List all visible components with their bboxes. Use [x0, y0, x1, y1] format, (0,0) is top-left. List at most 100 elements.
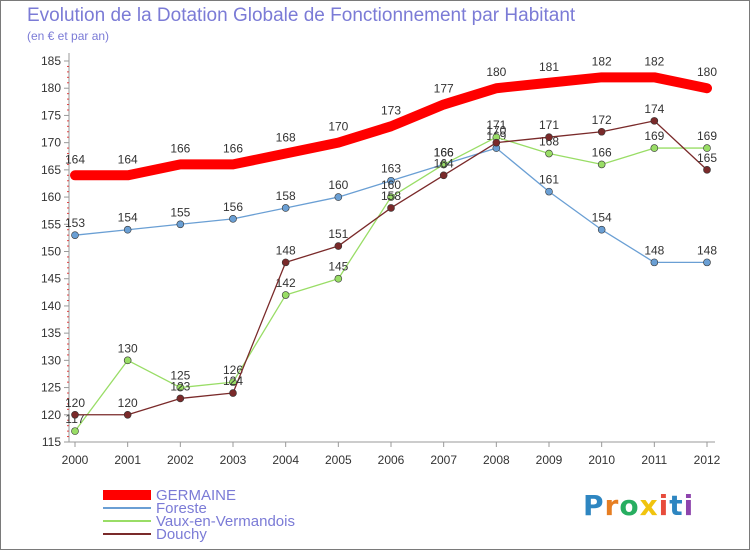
x-tick-label: 2007 — [430, 453, 457, 467]
y-tick-label: 145 — [41, 272, 61, 286]
series-layer: 1531541551561581601631661691611541481481… — [65, 54, 717, 435]
data-label: 156 — [223, 200, 243, 214]
data-label: 161 — [539, 173, 559, 187]
data-label: 145 — [328, 260, 348, 274]
data-point — [176, 394, 185, 403]
data-label: 160 — [381, 178, 401, 192]
data-label: 164 — [434, 156, 454, 170]
data-point — [229, 215, 237, 223]
data-point — [650, 144, 659, 152]
y-tick-label: 175 — [41, 108, 61, 122]
data-label: 171 — [539, 118, 559, 132]
x-tick-label: 2002 — [167, 453, 194, 467]
data-label: 125 — [170, 369, 190, 383]
x-tick-label: 2010 — [588, 453, 615, 467]
data-label: 181 — [539, 60, 559, 74]
data-label: 170 — [486, 124, 506, 138]
data-label: 124 — [223, 374, 243, 388]
logo-letter: i — [658, 489, 670, 522]
y-tick-label: 170 — [41, 136, 61, 150]
data-point — [123, 225, 132, 234]
data-point — [229, 378, 237, 386]
data-label: 158 — [381, 189, 401, 203]
y-tick-label: 160 — [41, 190, 61, 204]
data-point — [281, 258, 290, 267]
data-point — [176, 383, 185, 392]
data-point — [545, 149, 553, 158]
logo-letter: t — [669, 489, 684, 522]
data-point — [334, 274, 343, 283]
data-label: 168 — [276, 131, 296, 145]
data-label: 166 — [434, 145, 454, 159]
data-point — [281, 291, 290, 299]
data-label: 171 — [486, 118, 506, 132]
data-label: 164 — [65, 152, 85, 166]
data-point — [703, 144, 711, 152]
x-tick-label: 2006 — [378, 453, 405, 467]
data-point — [439, 171, 448, 180]
data-label: 120 — [65, 396, 85, 410]
y-tick-label: 180 — [41, 81, 61, 95]
legend-label: Foreste — [156, 500, 207, 517]
x-tick-label: 2008 — [483, 453, 510, 467]
y-tick-label: 125 — [41, 381, 61, 395]
data-point — [597, 225, 606, 234]
data-label: 169 — [644, 129, 664, 143]
y-tick-label: 165 — [41, 163, 61, 177]
x-tick-label: 2000 — [62, 453, 89, 467]
data-label: 170 — [328, 120, 348, 134]
data-point — [492, 138, 501, 147]
data-point — [439, 160, 448, 169]
data-label: 177 — [434, 82, 454, 96]
data-point — [229, 389, 237, 397]
data-point — [281, 204, 290, 212]
data-point — [650, 117, 659, 125]
y-tick-label: 115 — [42, 435, 61, 449]
data-point — [703, 258, 711, 267]
data-label: 164 — [118, 152, 138, 166]
chart-subtitle: (en € et par an) — [27, 29, 110, 43]
data-label: 166 — [592, 145, 612, 159]
logo-letter: x — [639, 489, 659, 522]
legend-label: GERMAINE — [156, 487, 236, 504]
data-label: 154 — [118, 211, 138, 225]
data-point — [597, 127, 606, 136]
x-tick-label: 2005 — [325, 453, 352, 467]
data-label: 130 — [118, 341, 138, 355]
x-tick-label: 2004 — [272, 453, 299, 467]
y-tick-label: 140 — [41, 299, 61, 313]
data-label: 182 — [644, 54, 664, 68]
data-label: 142 — [276, 276, 296, 290]
proxiti-logo: Proxiti — [583, 489, 694, 522]
y-tick-label: 135 — [41, 326, 61, 340]
y-tick-label: 155 — [41, 217, 61, 231]
data-point — [387, 193, 395, 201]
chart-title: Evolution de la Dotation Globale de Fonc… — [27, 5, 576, 26]
data-point — [334, 193, 343, 201]
logo-letter: i — [683, 489, 695, 522]
data-label: 173 — [381, 103, 401, 117]
data-point — [387, 204, 395, 212]
data-label: 180 — [486, 65, 506, 79]
data-point — [123, 356, 132, 365]
data-label: 160 — [328, 178, 348, 192]
x-tick-label: 2011 — [641, 453, 667, 467]
axes: 115 120 125 130 135 140 145 150 155 160 165 170 175 1… — [41, 53, 721, 467]
data-point — [334, 242, 343, 250]
y-tick-label: 130 — [41, 353, 61, 367]
data-point — [545, 187, 553, 196]
data-label: 148 — [644, 243, 664, 257]
data-label: 174 — [644, 102, 664, 116]
data-label: 123 — [170, 379, 190, 393]
data-point — [597, 160, 606, 169]
data-point — [176, 220, 185, 229]
data-label: 126 — [223, 363, 243, 377]
data-label: 182 — [592, 54, 612, 68]
data-label: 166 — [434, 145, 454, 159]
series-line — [70, 72, 712, 181]
y-tick-label: 185 — [41, 54, 61, 68]
